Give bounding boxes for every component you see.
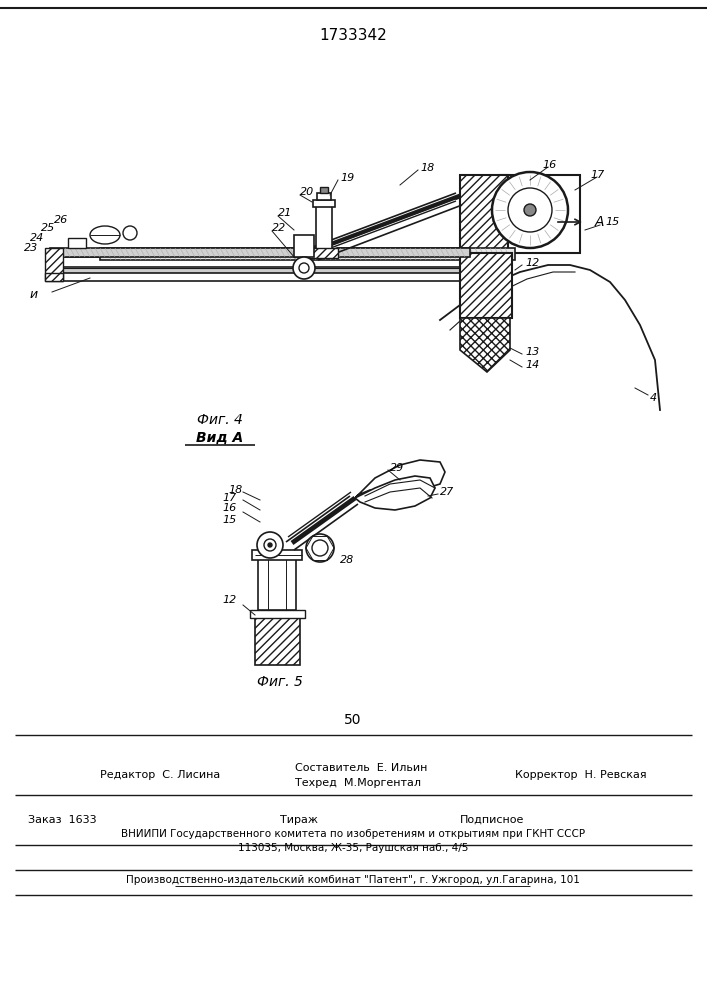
Circle shape: [492, 172, 568, 248]
Bar: [308, 248, 338, 258]
Text: Корректор  Н. Ревская: Корректор Н. Ревская: [515, 770, 647, 780]
Bar: [252, 550, 302, 560]
Polygon shape: [460, 318, 510, 372]
Text: Фиг. 5: Фиг. 5: [257, 675, 303, 689]
Text: 4: 4: [650, 393, 657, 403]
Text: 12: 12: [223, 595, 237, 605]
Bar: [50, 248, 470, 257]
Text: Фиг. 4: Фиг. 4: [197, 413, 243, 427]
Polygon shape: [355, 460, 445, 498]
Text: 12: 12: [525, 258, 539, 268]
Text: Производственно-издательский комбинат "Патент", г. Ужгород, ул.Гагарина, 101: Производственно-издательский комбинат "П…: [126, 875, 580, 885]
Circle shape: [293, 257, 315, 279]
Circle shape: [312, 540, 328, 556]
Polygon shape: [355, 476, 435, 510]
Bar: [50, 273, 470, 281]
Circle shape: [123, 226, 137, 240]
Bar: [258, 558, 296, 610]
Text: 16: 16: [543, 160, 557, 170]
Circle shape: [257, 532, 283, 558]
Bar: [460, 253, 512, 318]
Text: Техред  М.Моргентал: Техред М.Моргентал: [295, 778, 421, 788]
Text: 113035, Москва, Ж-35, Раушская наб., 4/5: 113035, Москва, Ж-35, Раушская наб., 4/5: [238, 843, 468, 853]
Text: 16: 16: [223, 503, 237, 513]
Bar: [313, 200, 335, 207]
Bar: [320, 187, 328, 193]
Text: Подписное: Подписное: [460, 815, 525, 825]
Bar: [50, 257, 470, 267]
Text: 50: 50: [344, 713, 362, 727]
Text: и: и: [30, 288, 38, 302]
Text: 18: 18: [420, 163, 434, 173]
Text: Составитель  Е. Ильин: Составитель Е. Ильин: [295, 763, 427, 773]
Text: 27: 27: [440, 487, 455, 497]
Text: 17: 17: [591, 170, 605, 180]
Text: ВНИИПИ Государственного комитета по изобретениям и открытиям при ГКНТ СССР: ВНИИПИ Государственного комитета по изоб…: [121, 829, 585, 839]
Text: 25: 25: [41, 223, 55, 233]
Text: 19: 19: [340, 173, 354, 183]
Bar: [294, 235, 314, 257]
Text: 1733342: 1733342: [319, 27, 387, 42]
Text: 18: 18: [229, 485, 243, 495]
Text: Редактор  С. Лисина: Редактор С. Лисина: [100, 770, 221, 780]
Circle shape: [299, 263, 309, 273]
Text: Тираж: Тираж: [280, 815, 318, 825]
Circle shape: [306, 534, 334, 562]
Circle shape: [524, 204, 536, 216]
Text: А: А: [595, 215, 604, 229]
Bar: [45, 273, 63, 281]
Bar: [500, 175, 580, 253]
Ellipse shape: [90, 226, 120, 244]
Text: 24: 24: [30, 233, 44, 243]
Text: 17: 17: [223, 493, 237, 503]
Bar: [100, 248, 515, 260]
Bar: [50, 268, 470, 273]
Text: 13: 13: [525, 347, 539, 357]
Text: 20: 20: [300, 187, 314, 197]
Circle shape: [264, 539, 276, 551]
Text: 14: 14: [525, 360, 539, 370]
Bar: [460, 175, 508, 253]
Bar: [68, 238, 86, 248]
Bar: [250, 610, 305, 618]
Bar: [316, 205, 332, 250]
Text: Заказ  1633: Заказ 1633: [28, 815, 97, 825]
Text: 26: 26: [54, 215, 68, 225]
Circle shape: [268, 543, 272, 547]
Text: 29: 29: [390, 463, 404, 473]
Circle shape: [508, 188, 552, 232]
Text: 15: 15: [223, 515, 237, 525]
Text: 22: 22: [272, 223, 286, 233]
Bar: [45, 248, 63, 281]
Text: 28: 28: [340, 555, 354, 565]
Bar: [255, 615, 300, 665]
Text: 23: 23: [24, 243, 38, 253]
Text: 15: 15: [605, 217, 619, 227]
Bar: [317, 193, 331, 200]
Text: 21: 21: [278, 208, 292, 218]
Text: Вид А: Вид А: [197, 431, 244, 445]
